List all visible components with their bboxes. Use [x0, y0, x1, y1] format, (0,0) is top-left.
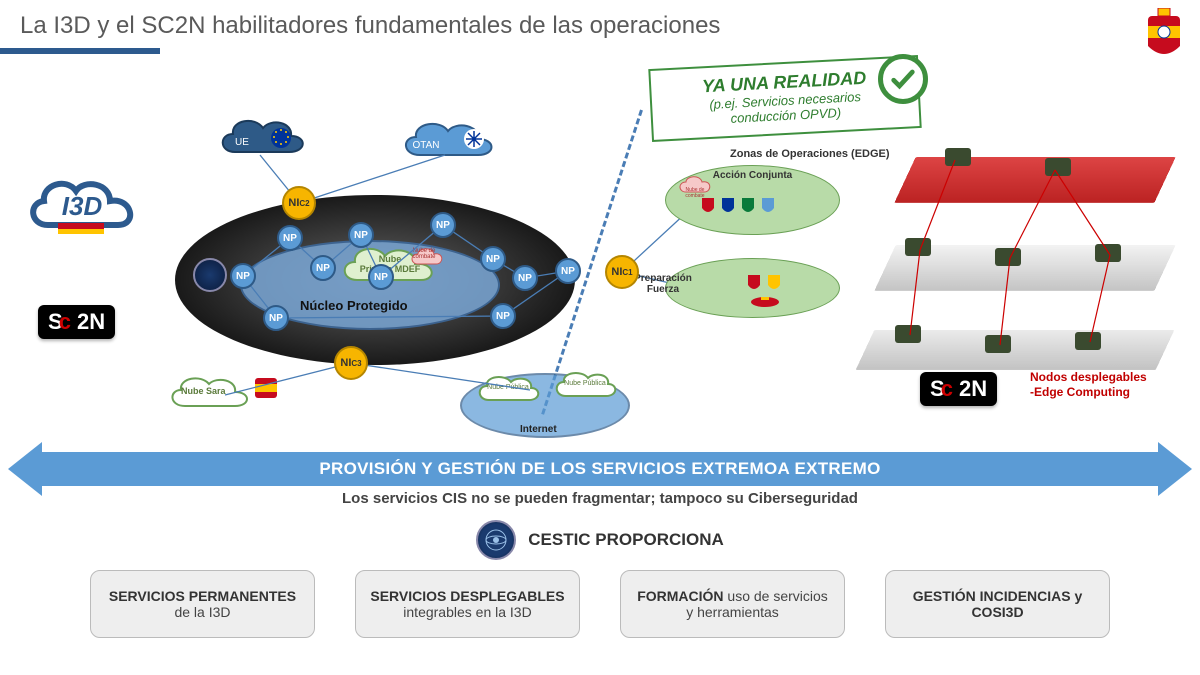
- capability-box-4: GESTIÓN INCIDENCIAS y COSI3D: [885, 570, 1110, 638]
- sc2n-badge-right: Sc 2N: [920, 372, 997, 406]
- i3d-logo: I3D: [20, 165, 150, 250]
- nube-publica-1: Nube Pública: [475, 372, 541, 411]
- checkmark-circle-icon: [878, 54, 928, 104]
- np-node: NP: [512, 265, 538, 291]
- ni-node: NIC1: [605, 255, 639, 289]
- edge-computing-note: Nodos desplegables -Edge Computing: [1030, 370, 1147, 400]
- ni-node: NIC2: [282, 186, 316, 220]
- capability-box-3: FORMACIÓN uso de servicios y herramienta…: [620, 570, 845, 638]
- i3d-text: I3D: [62, 191, 103, 221]
- sc2n-badge-left: ScS 2N 2N: [38, 305, 115, 339]
- np-node: NP: [263, 305, 289, 331]
- provision-subtitle: Los servicios CIS no se pueden fragmenta…: [0, 490, 1200, 507]
- internet-label: Internet: [520, 424, 557, 435]
- cestic-header-row: CESTIC PROPORCIONA: [0, 520, 1200, 560]
- slide-title: La I3D y el SC2N habilitadores fundament…: [20, 12, 720, 40]
- np-node: NP: [555, 258, 581, 284]
- np-node: NP: [230, 263, 256, 289]
- preparacion-fuerza-ellipse: Preparación Fuerza: [665, 258, 840, 318]
- ni-node: NIC3: [334, 346, 368, 380]
- capability-box-2: SERVICIOS DESPLEGABLES integrables en la…: [355, 570, 580, 638]
- provision-arrow-band: PROVISIÓN Y GESTIÓN DE LOS SERVICIOS EXT…: [40, 452, 1160, 486]
- np-node: NP: [277, 225, 303, 251]
- nucleo-label: Núcleo Protegido: [300, 298, 408, 313]
- np-node: NP: [430, 212, 456, 238]
- np-node: NP: [348, 222, 374, 248]
- nube-publica-2: Nube Pública: [552, 368, 618, 407]
- edge-operations-graphic: [865, 140, 1185, 365]
- np-node: NP: [368, 264, 394, 290]
- spain-coat-of-arms-icon: [1142, 8, 1186, 60]
- otan-cloud: OTAN: [398, 115, 498, 163]
- capability-row: SERVICIOS PERMANENTES de la I3D SERVICIO…: [0, 570, 1200, 638]
- cestic-small-badge: [193, 258, 227, 292]
- np-node: NP: [480, 246, 506, 272]
- np-node: NP: [490, 303, 516, 329]
- ue-cloud: UE: [215, 112, 305, 160]
- np-node: NP: [310, 255, 336, 281]
- cestic-logo-icon: [476, 520, 516, 560]
- nube-sara: Nube Sara: [165, 370, 285, 419]
- accion-conjunta-ellipse: Acción Conjunta Nube de combate: [665, 165, 840, 235]
- cestic-title: CESTIC PROPORCIONA: [528, 530, 724, 550]
- capability-box-1: SERVICIOS PERMANENTES de la I3D: [90, 570, 315, 638]
- title-underline: [0, 48, 160, 54]
